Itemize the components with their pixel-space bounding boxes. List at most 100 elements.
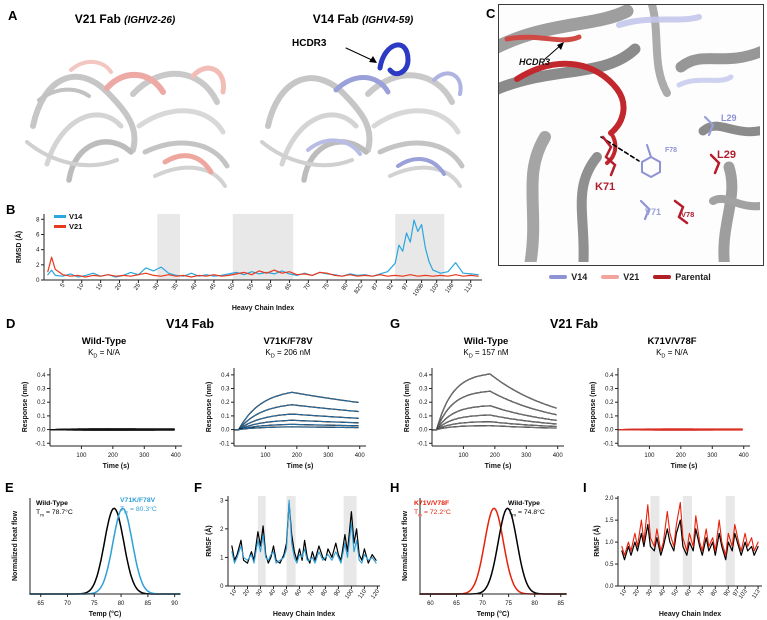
parental-color-swatch xyxy=(653,275,672,279)
svg-text:70: 70 xyxy=(307,588,316,597)
svg-text:10: 10 xyxy=(229,588,238,597)
svg-text:0.3: 0.3 xyxy=(37,387,46,393)
svg-text:0.3: 0.3 xyxy=(221,387,230,393)
v14-wt-kd: KD = N/A xyxy=(88,348,120,360)
svg-text:75: 75 xyxy=(91,601,98,607)
residue-label-l29-v14: L29 xyxy=(721,113,737,123)
l29-parental-sticks xyxy=(709,153,721,175)
legend-item-parental: Parental xyxy=(653,272,711,282)
svg-text:0.1: 0.1 xyxy=(419,414,428,420)
svg-text:Time (s): Time (s) xyxy=(485,463,512,470)
svg-text:-0.1: -0.1 xyxy=(219,441,230,447)
rmsd-chart: 0 2 4 6 8 5 10 15 20 25 30 35 40 45 50 55 60 65 70 75 80 82C 8… xyxy=(14,214,482,312)
svg-text:0.5: 0.5 xyxy=(605,562,614,568)
svg-text:4: 4 xyxy=(36,248,40,254)
l29-v14-sticks xyxy=(703,115,715,137)
structure-closeup-box: HCDR3 L29 L29 F78 K71 V71 V78 xyxy=(486,0,767,277)
v14-structure-title: V14 Fab (IGHV4-59) xyxy=(258,12,468,26)
svg-text:300: 300 xyxy=(521,453,532,459)
svg-text:65: 65 xyxy=(37,601,44,607)
svg-text:0.0: 0.0 xyxy=(37,428,46,434)
rmsd-legend-v21: V21 xyxy=(54,222,82,231)
v14-mut-subtitle: V71K/F78V xyxy=(263,336,313,347)
panel-d-label: D xyxy=(6,316,16,331)
v21-color-swatch xyxy=(601,275,620,279)
svg-text:80: 80 xyxy=(710,588,719,597)
svg-text:100: 100 xyxy=(344,588,355,600)
svg-text:97: 97 xyxy=(732,588,741,597)
svg-text:Response (nm): Response (nm) xyxy=(206,382,213,433)
v14-rmsf-chart: 0 1 2 3 10 20 30 40 50 60 70 80 90 100 110 120 Heavy Cha… xyxy=(204,496,381,618)
svg-text:400: 400 xyxy=(355,453,366,459)
svg-text:85: 85 xyxy=(145,601,152,607)
svg-text:80: 80 xyxy=(341,282,350,291)
legend-item-v21: V21 xyxy=(601,272,639,282)
svg-text:Temp (°C): Temp (°C) xyxy=(89,610,122,618)
svg-text:75: 75 xyxy=(322,282,331,291)
svg-text:110: 110 xyxy=(358,588,369,600)
v21-mut-subtitle: K71V/V78F xyxy=(647,336,697,347)
svg-text:65: 65 xyxy=(284,282,293,291)
svg-text:200: 200 xyxy=(490,453,501,459)
svg-text:0: 0 xyxy=(220,584,224,590)
svg-text:Time (s): Time (s) xyxy=(103,463,130,470)
svg-text:80: 80 xyxy=(320,588,329,597)
svg-text:3: 3 xyxy=(220,498,224,504)
svg-text:Heavy Chain Index: Heavy Chain Index xyxy=(659,611,721,618)
svg-text:0.0: 0.0 xyxy=(419,428,428,434)
svg-text:200: 200 xyxy=(292,453,303,459)
svg-text:-0.1: -0.1 xyxy=(35,441,46,447)
svg-text:45: 45 xyxy=(209,282,218,291)
v21-wt-bli-chart: -0.1 0.0 0.1 0.2 0.3 0.4 100 200 300 400 Time (s) R… xyxy=(404,368,564,470)
svg-text:100: 100 xyxy=(458,453,469,459)
svg-text:200: 200 xyxy=(676,453,687,459)
panel-h-label: H xyxy=(390,480,400,495)
svg-text:8: 8 xyxy=(36,217,40,223)
svg-text:70: 70 xyxy=(479,601,486,607)
v21-mut-tm-label: K71V/V78F Tm = 72.2°C xyxy=(414,500,451,518)
hcdr3-callout-c: HCDR3 xyxy=(519,57,551,67)
svg-text:120: 120 xyxy=(370,588,381,600)
svg-text:100: 100 xyxy=(260,453,271,459)
svg-text:85: 85 xyxy=(557,601,564,607)
panel-g-label: G xyxy=(390,316,401,331)
svg-text:15: 15 xyxy=(96,282,105,291)
svg-text:Temp (°C): Temp (°C) xyxy=(477,610,510,618)
v14-line-swatch xyxy=(54,215,66,218)
svg-text:75: 75 xyxy=(505,601,512,607)
svg-text:90: 90 xyxy=(723,588,732,597)
svg-text:300: 300 xyxy=(323,453,334,459)
svg-text:0.4: 0.4 xyxy=(605,373,614,379)
svg-text:60: 60 xyxy=(427,601,434,607)
svg-text:Response (nm): Response (nm) xyxy=(404,382,411,433)
svg-text:103: 103 xyxy=(738,588,749,600)
svg-text:100: 100 xyxy=(644,453,655,459)
svg-text:60: 60 xyxy=(265,282,274,291)
hcdr3-arrowhead xyxy=(369,56,377,63)
svg-text:92: 92 xyxy=(386,282,395,291)
residue-label-l29-parental: L29 xyxy=(717,149,736,161)
svg-text:Response (nm): Response (nm) xyxy=(590,382,597,433)
residue-label-v78: V78 xyxy=(681,210,695,219)
residue-label-v71: V71 xyxy=(645,207,662,217)
svg-text:10: 10 xyxy=(77,282,86,291)
svg-text:82C: 82C xyxy=(354,282,366,295)
svg-text:50: 50 xyxy=(281,588,290,597)
legend-label-v21: V21 xyxy=(623,272,640,282)
v71-sidechain-sticks xyxy=(639,199,651,221)
v78-sidechain-sticks xyxy=(673,199,689,225)
svg-text:0.1: 0.1 xyxy=(37,414,46,420)
svg-text:RMSD (Å): RMSD (Å) xyxy=(14,231,23,263)
v21-wt-kd: KD = 157 nM xyxy=(463,348,509,360)
v21-title-text: V21 Fab xyxy=(74,12,121,26)
svg-text:Response (nm): Response (nm) xyxy=(22,382,29,433)
svg-text:10: 10 xyxy=(619,588,628,597)
svg-text:20: 20 xyxy=(632,588,641,597)
svg-text:0.2: 0.2 xyxy=(605,400,614,406)
svg-text:40: 40 xyxy=(190,282,199,291)
k71-sidechain-sticks xyxy=(601,135,617,177)
svg-text:30: 30 xyxy=(645,588,654,597)
svg-text:RMSF (Å): RMSF (Å) xyxy=(204,525,213,557)
svg-text:6: 6 xyxy=(36,232,40,238)
svg-text:108: 108 xyxy=(445,282,456,294)
